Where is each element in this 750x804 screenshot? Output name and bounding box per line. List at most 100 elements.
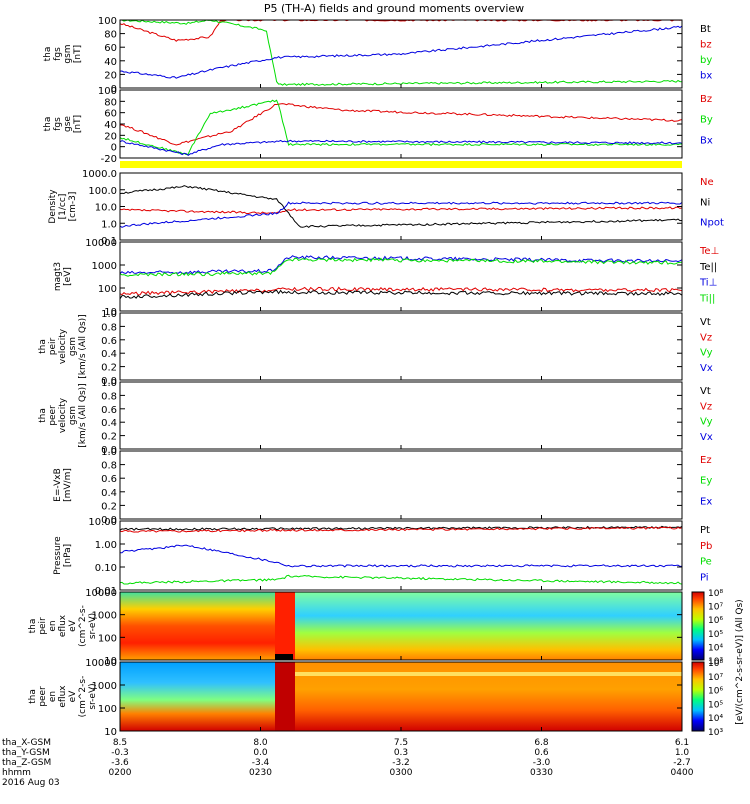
y-tick-label: 10.00 <box>88 517 117 528</box>
y-axis-label: tha <box>43 117 53 132</box>
trace-pressure-6 <box>119 574 683 585</box>
ephemeris-value: 7.5 <box>394 738 408 748</box>
ephemeris-value: 0330 <box>530 768 553 778</box>
legend-bx: bx <box>700 71 712 82</box>
colorbar-tick-label: 10³ <box>708 728 723 738</box>
y-tick-label: 0.6 <box>101 474 117 485</box>
ephemeris-value: 0400 <box>671 768 694 778</box>
y-axis-label: magt3 <box>53 262 63 291</box>
colorbar-tick-label: 10⁷ <box>708 673 723 683</box>
panel-frame <box>119 19 683 89</box>
legend-Vx: Vx <box>700 363 713 374</box>
legend-Ni: Ni <box>700 197 710 208</box>
trace-fgs-gse-2 <box>119 99 683 156</box>
legend-Ti||: Ti|| <box>699 293 715 304</box>
y-tick-label: 0.4 <box>101 349 117 360</box>
y-axis-label: [nT] <box>73 115 83 133</box>
y-tick-label: 10 <box>104 656 117 667</box>
y-tick-label: 40 <box>104 57 117 68</box>
y-tick-label: 1.0 <box>101 309 117 320</box>
colorbar-tick-label: 10⁸ <box>708 589 723 599</box>
y-tick-label: 0.01 <box>95 586 117 597</box>
y-axis-label: gsm <box>68 406 78 425</box>
legend-By: By <box>700 115 713 126</box>
y-axis-label: gse <box>63 116 73 132</box>
y-axis-label: peir <box>38 617 48 635</box>
panel-frame <box>119 312 683 381</box>
y-tick-label: 1000 <box>92 261 117 272</box>
panel-peir-spec: 10000 1000 100 10 tha peir en eflux eV (cm^2-s-sr… <box>28 588 683 667</box>
panel-frame <box>119 381 683 450</box>
panel-frame <box>119 520 683 591</box>
y-axis-label: fgs <box>53 47 63 61</box>
panel-density: 1000.0 100.0 10.0 1.0 0.1 Density [1/cc] [cm-3]… <box>48 169 724 247</box>
trace-pressure-2 <box>119 526 683 533</box>
y-tick-label: 100.0 <box>88 186 117 197</box>
y-axis-label: (cm^2-s- <box>78 605 88 647</box>
ephemeris-value: 0.3 <box>394 748 408 758</box>
y-axis-label: sr-eV) <box>88 613 98 639</box>
legend-Ne: Ne <box>700 177 714 188</box>
y-tick-label: 1.0 <box>101 447 117 458</box>
y-tick-label: 0.4 <box>101 418 117 429</box>
ephemeris-value: 8.0 <box>253 738 268 748</box>
y-axis-label: eV <box>68 619 78 632</box>
y-tick-label: 10 <box>104 727 117 738</box>
y-tick-label: 0.2 <box>101 501 117 512</box>
ephemeris-value: 8.5 <box>113 738 127 748</box>
y-tick-label: 1.0 <box>101 219 117 230</box>
colorbar-ion: 10⁸ 10⁷ 10⁶ 10⁵ 10⁴ 10³ <box>691 589 723 667</box>
y-axis-label: [nT] <box>73 45 83 63</box>
y-tick-label: 0.2 <box>101 432 117 443</box>
y-axis-label: [km/s (All Qs)] <box>78 314 88 378</box>
y-tick-label: 0.8 <box>101 461 117 472</box>
panel-peer-spec: 10000 1000 100 10 tha peer en eflux eV (cm^2-s-sr… <box>28 658 683 738</box>
y-tick-label: 20 <box>104 131 117 142</box>
y-tick-label: 100 <box>98 284 117 295</box>
trace-density-4 <box>119 201 683 228</box>
panel-efield: 1.0 0.8 0.6 0.4 0.2 0.0 E=-VxB [mV/m] Ez Ey Ex <box>53 447 712 526</box>
ephemeris-value: 0200 <box>109 768 132 778</box>
legend-Te||: Te|| <box>699 262 717 273</box>
ephemeris-row-label: hhmm <box>2 768 31 778</box>
y-tick-label: 10000 <box>85 238 117 249</box>
y-tick-label: -20 <box>101 154 117 165</box>
y-axis-label: [cm-3] <box>68 192 78 222</box>
y-tick-label: 20 <box>104 70 117 81</box>
y-axis-label: peer <box>38 686 48 707</box>
ephemeris-value: 0230 <box>249 768 272 778</box>
y-axis-label: tha <box>28 689 38 704</box>
y-tick-label: 0 <box>111 143 117 154</box>
ephemeris-value: 0.6 <box>534 748 549 758</box>
legend-by: by <box>700 55 712 66</box>
y-axis-label: tha <box>43 47 53 62</box>
y-axis-label: eflux <box>58 614 68 637</box>
trace-temperature-6 <box>119 289 683 300</box>
legend-Vx: Vx <box>700 432 713 443</box>
legend-Vy: Vy <box>700 348 713 359</box>
ephemeris-value: 6.8 <box>534 738 549 748</box>
colorbar-tick-label: 10⁴ <box>708 714 723 724</box>
y-tick-label: 0.10 <box>95 563 117 574</box>
y-axis-label: Pressure <box>53 536 63 575</box>
y-tick-label: 60 <box>104 109 117 120</box>
ephemeris-row-label: tha_X-GSM <box>2 738 51 748</box>
y-axis-label: [km/s (All Qs)] <box>78 383 88 447</box>
ion-spectrogram-gap <box>275 654 293 660</box>
y-tick-label: 0.8 <box>101 322 117 333</box>
colorbar-tick-label: 10⁶ <box>708 687 723 697</box>
trace-density-0 <box>119 206 683 215</box>
date-label: 2016 Aug 03 <box>2 778 60 788</box>
y-axis-label: tha <box>38 408 48 423</box>
y-tick-label: 40 <box>104 120 117 131</box>
legend-Vt: Vt <box>700 317 711 328</box>
y-axis-label: en <box>48 620 58 631</box>
panel-peir-velocity: 1.0 0.8 0.6 0.4 0.2 0.0 tha peir velocity gsm [km/… <box>38 309 713 387</box>
y-tick-label: 0.8 <box>101 391 117 402</box>
trace-pressure-4 <box>120 544 683 568</box>
legend-Bz: Bz <box>700 94 712 105</box>
colorbar-tick-label: 10⁵ <box>708 630 723 640</box>
panel-frame <box>119 241 683 312</box>
y-tick-label: 1000.0 <box>82 169 117 180</box>
